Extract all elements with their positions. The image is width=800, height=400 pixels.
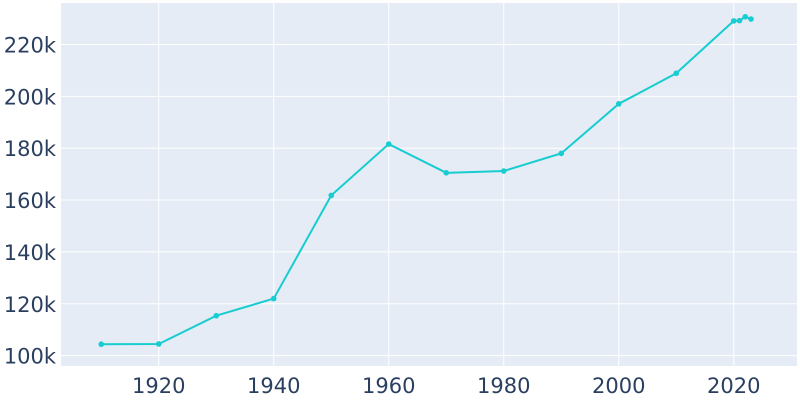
y-tick-label: 100k bbox=[4, 345, 57, 369]
data-point[interactable] bbox=[736, 17, 743, 24]
data-point[interactable] bbox=[213, 312, 220, 319]
x-axis-ticks: 1920 1940 1960 1980 2000 2020 bbox=[132, 374, 760, 398]
x-tick-label: 2020 bbox=[707, 374, 760, 398]
data-point[interactable] bbox=[270, 295, 277, 302]
x-tick-label: 1920 bbox=[132, 374, 185, 398]
series-layer bbox=[98, 13, 754, 348]
data-point[interactable] bbox=[328, 192, 335, 199]
x-tick-label: 1960 bbox=[362, 374, 415, 398]
data-point[interactable] bbox=[558, 150, 565, 157]
y-tick-label: 160k bbox=[4, 189, 57, 213]
x-tick-label: 1940 bbox=[247, 374, 300, 398]
data-point[interactable] bbox=[673, 70, 680, 77]
data-point[interactable] bbox=[155, 341, 162, 347]
y-tick-label: 180k bbox=[4, 137, 57, 161]
data-point[interactable] bbox=[730, 18, 737, 24]
data-point[interactable] bbox=[748, 16, 754, 22]
data-point[interactable] bbox=[742, 13, 749, 20]
x-tick-label: 1980 bbox=[477, 374, 530, 398]
y-tick-label: 220k bbox=[4, 33, 57, 57]
data-point[interactable] bbox=[385, 141, 392, 147]
data-point[interactable] bbox=[615, 101, 622, 107]
y-axis-ticks: 100k 120k 140k 160k 180k 200k 220k bbox=[4, 33, 57, 368]
plot-area bbox=[61, 3, 797, 366]
data-point[interactable] bbox=[443, 170, 450, 176]
data-point[interactable] bbox=[98, 341, 105, 348]
y-tick-label: 200k bbox=[4, 85, 57, 109]
grid-lines bbox=[61, 3, 797, 366]
data-point[interactable] bbox=[500, 168, 507, 174]
y-tick-label: 140k bbox=[4, 241, 57, 265]
x-tick-label: 2000 bbox=[592, 374, 645, 398]
y-tick-label: 120k bbox=[4, 293, 57, 317]
